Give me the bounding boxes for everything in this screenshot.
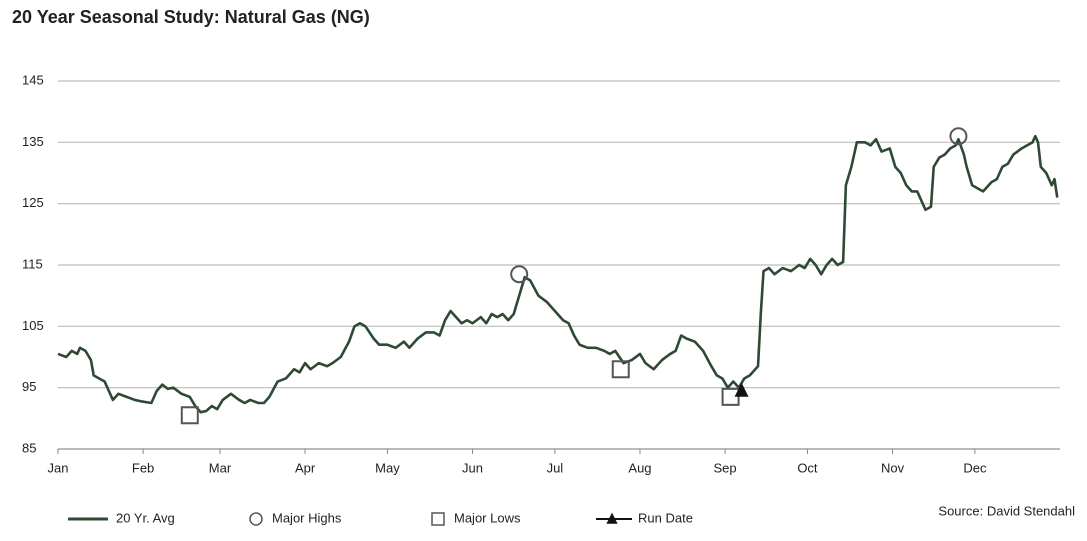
source: Source: David Stendahl — [938, 503, 1075, 518]
y-tick-label: 125 — [22, 195, 44, 210]
x-tick-label: Apr — [295, 460, 316, 475]
legend-swatch — [606, 512, 618, 524]
legend-label: Major Highs — [272, 510, 342, 525]
x-tick-label: Aug — [628, 460, 651, 475]
x-tick-label: Mar — [209, 460, 232, 475]
x-tick-label: Sep — [714, 460, 737, 475]
y-tick-label: 115 — [22, 256, 43, 271]
chart-title: 20 Year Seasonal Study: Natural Gas (NG) — [12, 7, 370, 27]
y-tick-label: 105 — [22, 318, 44, 333]
low-marker — [611, 360, 630, 379]
x-tick-label: Jan — [48, 460, 69, 475]
legend-label: Major Lows — [454, 510, 521, 525]
legend-label: 20 Yr. Avg — [116, 510, 175, 525]
low-marker — [180, 406, 199, 425]
x-tick-label: Feb — [132, 460, 154, 475]
x-tick-label: Jul — [547, 460, 564, 475]
legend-swatch — [249, 512, 263, 526]
x-tick-label: Oct — [797, 460, 818, 475]
y-tick-label: 135 — [22, 134, 44, 149]
x-tick-label: Nov — [881, 460, 905, 475]
y-tick-label: 85 — [22, 440, 36, 455]
y-tick-label: 145 — [22, 72, 44, 87]
low-marker — [721, 387, 740, 406]
high-marker — [510, 265, 529, 284]
x-tick-label: Jun — [462, 460, 483, 475]
legend-swatch — [431, 512, 445, 526]
line-series — [57, 134, 1059, 414]
legend-label: Run Date — [638, 510, 693, 525]
y-tick-label: 95 — [22, 379, 36, 394]
x-tick-label: Dec — [963, 460, 987, 475]
run-date-marker — [734, 382, 749, 397]
x-tick-label: May — [375, 460, 400, 475]
high-marker — [949, 127, 968, 146]
